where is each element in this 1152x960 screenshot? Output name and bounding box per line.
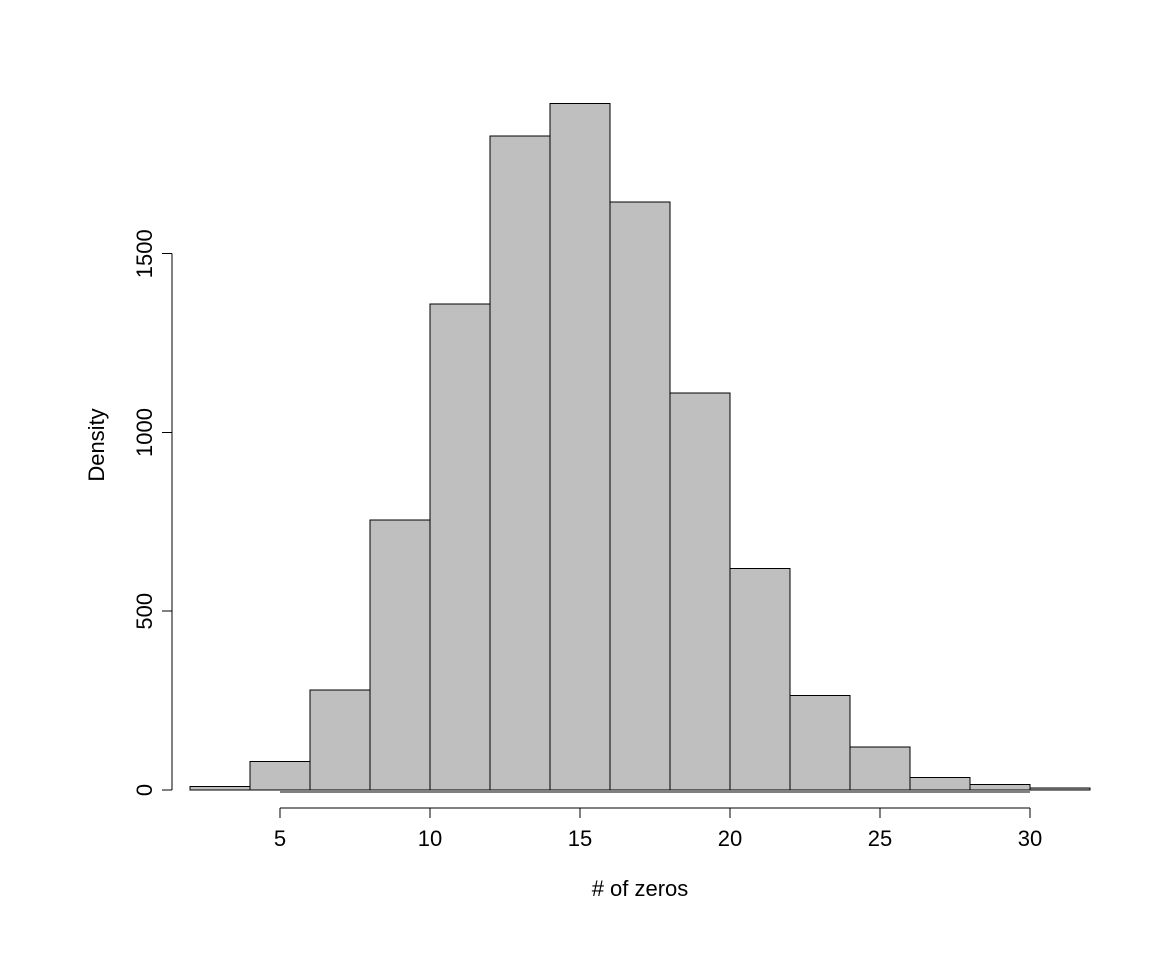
x-tick-label: 15 [568, 826, 592, 851]
histogram-bar [310, 690, 370, 790]
histogram-bar [370, 520, 430, 790]
x-tick-label: 30 [1018, 826, 1042, 851]
histogram-bar [850, 747, 910, 790]
histogram-bar [190, 786, 250, 790]
histogram-bar [670, 393, 730, 790]
histogram-bar [490, 136, 550, 790]
x-tick-label: 25 [868, 826, 892, 851]
histogram-bar [790, 695, 850, 790]
y-tick-label: 1000 [132, 408, 157, 457]
y-tick-label: 0 [132, 784, 157, 796]
histogram-bar [910, 777, 970, 790]
x-tick-label: 5 [274, 826, 286, 851]
histogram-bar [250, 761, 310, 790]
histogram-bar [550, 104, 610, 790]
histogram-bar [970, 785, 1030, 790]
histogram-bar [730, 568, 790, 790]
x-axis-label: # of zeros [592, 876, 689, 901]
histogram-chart: 5 10 15 20 25 30 # of zeros 0 500 1000 1500 Density [0, 0, 1152, 960]
x-tick-label: 10 [418, 826, 442, 851]
x-tick-label: 20 [718, 826, 742, 851]
y-tick-label: 500 [132, 593, 157, 630]
histogram-bar [1030, 788, 1090, 790]
y-axis-label: Density [84, 408, 109, 481]
histogram-bar [610, 202, 670, 790]
y-tick-label: 1500 [132, 229, 157, 278]
histogram-bar [430, 304, 490, 790]
